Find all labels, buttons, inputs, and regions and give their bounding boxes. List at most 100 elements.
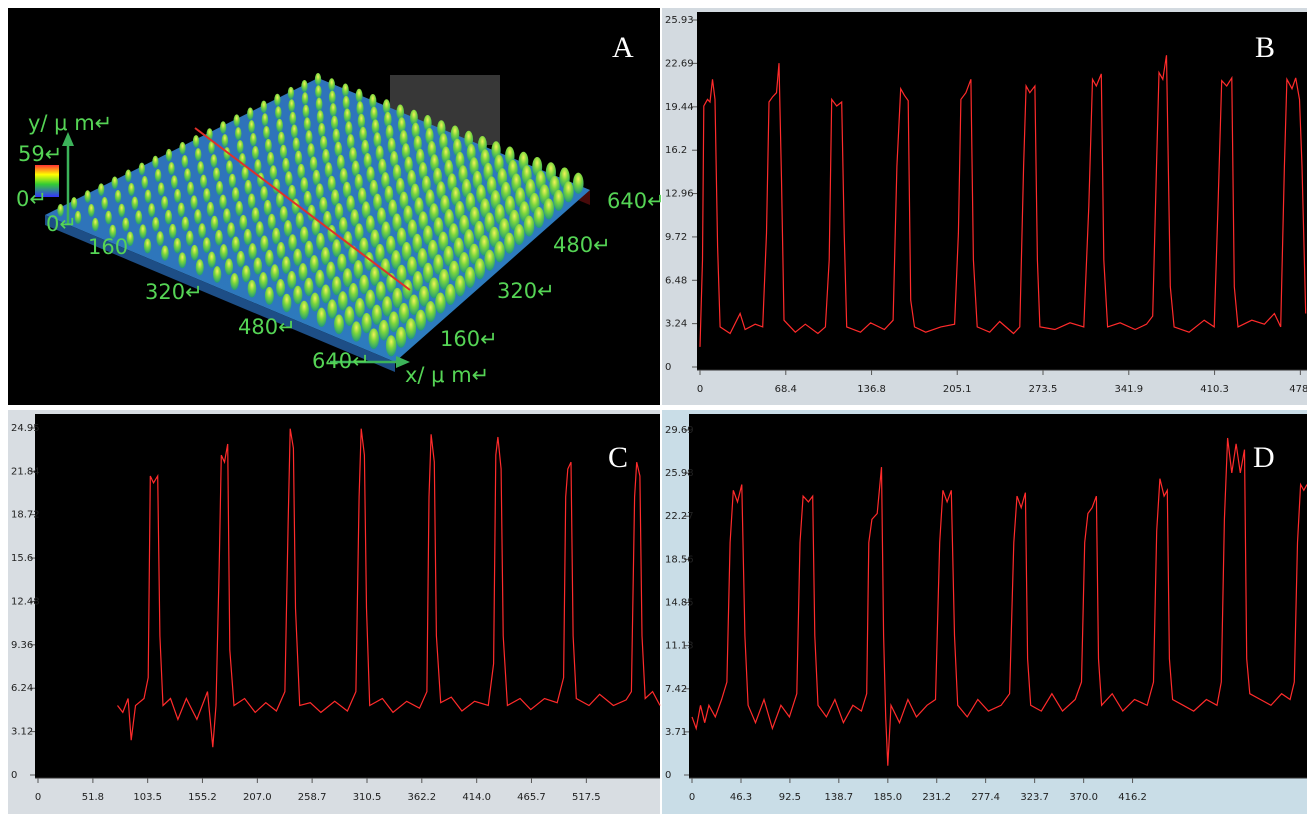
- plot-area: [697, 12, 1307, 370]
- x-tick-label: 46.3: [730, 792, 752, 803]
- surface-peak: [553, 190, 564, 211]
- surface-peak: [369, 328, 379, 349]
- surface-peak: [278, 132, 285, 146]
- surface-peak: [139, 224, 146, 238]
- surface-peak: [166, 149, 172, 162]
- axis-label: 160↵: [440, 327, 498, 351]
- panel-a: y/ μ m↵ 59↵ 0↵ 0↵ 160 320↵ 480↵ 640↵ x/ …: [8, 8, 665, 405]
- y-tick-label: 16.2: [665, 145, 687, 156]
- surface-peak: [112, 176, 118, 189]
- surface-peak: [310, 293, 319, 312]
- surface-peak: [305, 130, 312, 144]
- surface-peak: [173, 238, 181, 253]
- surface-peak: [148, 203, 155, 217]
- surface-peak: [318, 123, 325, 137]
- surface-peak: [384, 112, 392, 127]
- surface-peak: [300, 177, 308, 193]
- surface-peak: [455, 275, 466, 296]
- surface-peak: [184, 168, 191, 182]
- surface-peak: [304, 117, 311, 131]
- surface-peak: [237, 251, 245, 268]
- surface-peak: [425, 301, 436, 322]
- surface-peak: [277, 242, 286, 259]
- surface-peak: [267, 152, 274, 166]
- surface-peak: [200, 175, 207, 189]
- surface-peak: [178, 203, 185, 217]
- surface-peak: [270, 264, 279, 282]
- surface-peak: [396, 327, 407, 348]
- surface-peak: [319, 197, 327, 214]
- surface-peak: [563, 181, 574, 202]
- surface-peak: [321, 247, 330, 265]
- surface-peak: [415, 310, 426, 331]
- surface-peak: [250, 133, 257, 147]
- x-tick-label: 205.1: [943, 384, 972, 395]
- surface-peak: [494, 241, 505, 262]
- axis-label: 160: [88, 235, 128, 259]
- surface-peak: [317, 110, 324, 124]
- surface-peak: [268, 214, 276, 230]
- surface-peak: [259, 272, 268, 290]
- surface-peak: [262, 113, 269, 126]
- surface-peak: [226, 160, 233, 174]
- surface-peak: [317, 308, 327, 327]
- x-axis-label: x/ μ m↵: [405, 363, 489, 387]
- surface-peak: [156, 231, 163, 246]
- surface-peak: [253, 258, 262, 275]
- y-tick-label: 3.71: [665, 727, 687, 738]
- surface-peak: [285, 171, 293, 186]
- surface-peak: [265, 287, 274, 305]
- axis-label: 0↵: [46, 212, 77, 236]
- x-tick-label: 410.3: [1200, 384, 1229, 395]
- surface-peak: [145, 190, 152, 204]
- x-tick-label: 478.: [1289, 384, 1307, 395]
- surface-peak: [289, 112, 296, 126]
- surface-peak: [287, 271, 296, 289]
- surface-peak: [242, 265, 251, 282]
- surface-peak: [284, 220, 292, 237]
- surface-peak: [161, 196, 168, 210]
- surface-peak: [320, 136, 327, 151]
- x-tick-label: 341.9: [1114, 384, 1143, 395]
- surface-peak: [211, 216, 219, 231]
- surface-peak: [345, 121, 352, 136]
- axis-label: 480↵: [238, 315, 296, 339]
- x-tick-label: 68.4: [775, 384, 797, 395]
- surface-peak: [187, 182, 194, 196]
- axis-label: 320↵: [145, 280, 203, 304]
- y-tick-label: 15.6: [11, 553, 33, 564]
- panel-letter: A: [612, 31, 634, 64]
- y-tick-label: 0: [665, 362, 671, 373]
- y-tick-label: 18.72: [11, 510, 40, 521]
- x-tick-label: 136.8: [857, 384, 886, 395]
- surface-peak: [396, 105, 404, 120]
- surface-peak: [213, 266, 221, 283]
- surface-peak: [356, 101, 363, 115]
- surface-peak: [213, 167, 220, 181]
- surface-peak: [298, 263, 307, 281]
- x-tick-label: 370.0: [1069, 792, 1098, 803]
- surface-peak: [293, 249, 302, 267]
- surface-peak: [372, 119, 380, 134]
- x-tick-label: 465.7: [517, 792, 546, 803]
- surface-peak: [118, 204, 125, 218]
- y-tick-label: 0: [665, 770, 671, 781]
- surface-peak: [261, 101, 267, 114]
- surface-peak: [182, 217, 189, 232]
- surface-peak: [356, 89, 363, 103]
- surface-peak: [216, 181, 223, 195]
- surface-peak: [190, 195, 197, 209]
- surface-peak: [299, 301, 308, 320]
- surface-peak: [329, 91, 336, 105]
- figure: y/ μ m↵ 59↵ 0↵ 0↵ 160 320↵ 480↵ 640↵ x/ …: [0, 0, 1307, 814]
- surface-peak: [310, 255, 319, 273]
- y-tick-label: 25.98: [665, 468, 694, 479]
- surface-peak: [282, 294, 291, 312]
- surface-peak: [165, 210, 172, 224]
- surface-peak: [191, 245, 199, 261]
- surface-peak: [272, 228, 280, 245]
- surface-peak: [386, 335, 397, 356]
- surface-peak: [297, 164, 305, 179]
- surface-peak: [316, 233, 325, 251]
- surface-peak: [379, 320, 389, 341]
